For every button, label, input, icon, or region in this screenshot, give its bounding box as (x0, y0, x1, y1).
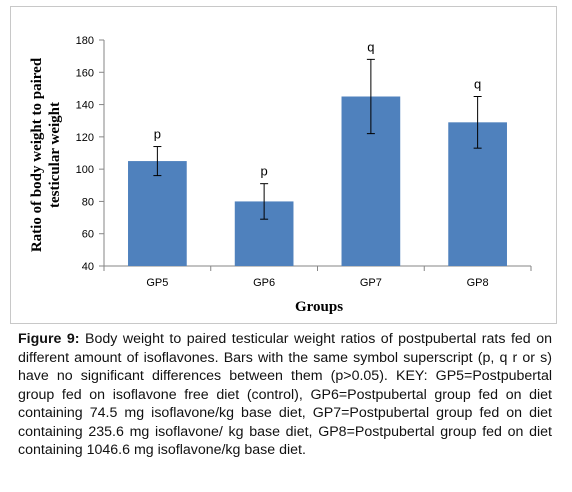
y-tick-label: 120 (76, 132, 94, 144)
x-axis-title: Groups (295, 299, 343, 315)
y-axis-title-line1: Ratio of body weight to paired (29, 57, 45, 252)
significance-label: q (474, 77, 481, 92)
x-category-label: GP6 (253, 277, 275, 289)
caption-label: Figure 9: (18, 331, 80, 347)
figure-caption: Figure 9: Body weight to paired testicul… (18, 330, 552, 460)
y-axis-title-line2: testicular weight (47, 102, 63, 208)
x-category-label: GP7 (360, 277, 382, 289)
y-tick-label: 160 (76, 67, 94, 79)
y-tick-label: 100 (76, 164, 94, 176)
significance-label: p (154, 127, 161, 142)
x-category-label: GP8 (467, 277, 489, 289)
y-tick-label: 80 (82, 196, 94, 208)
x-category-label: GP5 (146, 277, 168, 289)
y-tick-label: 180 (76, 35, 94, 47)
bar-chart: Ratio of body weight to paired testicula… (29, 35, 532, 315)
y-tick-label: 60 (82, 229, 94, 241)
plot-area: 40 60 80 100 120 140 160 180 p GP5 p GP6 q GP7 q GP8 (76, 35, 532, 289)
y-tick-label: 40 (82, 261, 94, 273)
significance-label: p (261, 164, 268, 179)
y-tick-label: 140 (76, 100, 94, 112)
caption-text: Body weight to paired testicular weight … (18, 331, 552, 458)
chart-frame (10, 6, 557, 324)
significance-label: q (367, 39, 374, 54)
bar-gp5 (128, 161, 187, 266)
